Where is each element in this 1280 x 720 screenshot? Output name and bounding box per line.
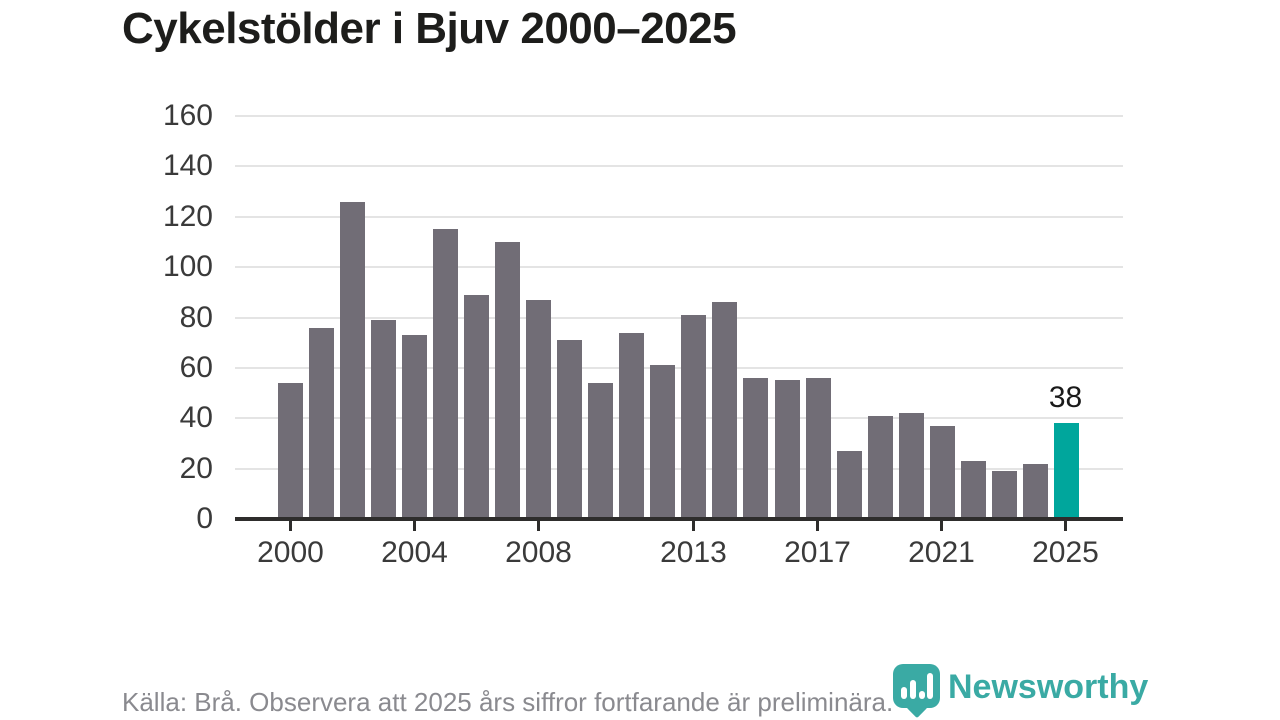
x-axis-label-2021: 2021 — [908, 536, 975, 569]
bar-2024 — [1022, 464, 1048, 519]
gridline-140 — [235, 165, 1123, 168]
bar-2017 — [805, 378, 831, 519]
y-axis-label-60: 60 — [179, 350, 213, 384]
bar-2008 — [526, 300, 552, 519]
x-axis-label-2017: 2017 — [784, 536, 851, 569]
bars-container — [278, 116, 1079, 519]
x-axis-line — [235, 517, 1123, 521]
bar-2013 — [681, 315, 707, 519]
gridline-100 — [235, 266, 1123, 269]
bar-2006 — [464, 295, 490, 519]
gridline-40 — [235, 417, 1123, 420]
bar-2007 — [495, 242, 521, 519]
pin-barchart-glyph — [919, 691, 925, 699]
bar-2004 — [402, 335, 428, 519]
x-axis-tick-2000 — [289, 521, 292, 531]
x-axis-tick-2021 — [940, 521, 943, 531]
bar-2021 — [929, 426, 955, 519]
gridline-60 — [235, 366, 1123, 369]
source-note: Källa: Brå. Observera att 2025 års siffr… — [122, 687, 894, 717]
pin-barchart-glyph — [910, 680, 916, 699]
gridline-80 — [235, 316, 1123, 319]
y-axis-label-160: 160 — [162, 99, 213, 132]
x-axis-tick-2008 — [537, 521, 540, 531]
bar-2001 — [309, 328, 335, 519]
y-axis-label-0: 0 — [196, 502, 213, 535]
gridline-160 — [235, 115, 1123, 117]
bar-2022 — [960, 461, 986, 519]
bar-2025 — [1053, 423, 1079, 519]
bar-2002 — [340, 202, 366, 519]
pin-barchart-glyph — [901, 687, 907, 699]
y-axis-label-120: 120 — [162, 199, 213, 233]
brand-wordmark: Newsworthy — [948, 668, 1149, 706]
x-axis-label-2000: 2000 — [257, 536, 324, 569]
x-axis-label-2025: 2025 — [1032, 536, 1099, 569]
bar-2005 — [433, 229, 459, 519]
plot-area: 2000 2004 2008 2013 2017 2021 2025 38 — [235, 115, 1123, 569]
bar-2016 — [774, 380, 800, 519]
y-axis-label-100: 100 — [162, 250, 213, 284]
y-axis-label-140: 140 — [162, 149, 213, 183]
bar-2020 — [898, 413, 924, 519]
bar-2015 — [743, 378, 769, 519]
gridline-20 — [235, 467, 1123, 470]
x-axis-tick-2017 — [816, 521, 819, 531]
y-axis-label-80: 80 — [179, 300, 213, 334]
newsworthy-logo: Newsworthy — [893, 664, 1148, 708]
value-label-2025: 38 — [1048, 381, 1083, 414]
bar-2023 — [991, 471, 1017, 519]
bar-2000 — [278, 383, 303, 519]
x-axis-tick-2013 — [692, 521, 695, 531]
bar-2014 — [712, 302, 738, 519]
bar-2003 — [371, 320, 397, 519]
x-axis-tick-2025 — [1064, 521, 1067, 531]
bar-2010 — [588, 383, 614, 519]
y-axis-label-40: 40 — [179, 401, 213, 435]
chart-title: Cykelstölder i Bjuv 2000–2025 — [122, 4, 737, 53]
x-axis-label-2008: 2008 — [505, 536, 572, 569]
bar-2011 — [619, 333, 645, 519]
bar-2019 — [867, 416, 893, 519]
gridline-120 — [235, 215, 1123, 218]
y-axis-label-20: 20 — [179, 451, 213, 485]
x-axis-label-2013: 2013 — [660, 536, 727, 569]
newsworthy-pin-icon — [893, 664, 940, 708]
bar-2009 — [557, 340, 583, 519]
x-axis-tick-2004 — [413, 521, 416, 531]
bar-2012 — [650, 365, 676, 519]
pin-barchart-glyph — [927, 673, 933, 699]
x-axis-label-2004: 2004 — [381, 536, 448, 569]
bar-2018 — [836, 451, 862, 519]
